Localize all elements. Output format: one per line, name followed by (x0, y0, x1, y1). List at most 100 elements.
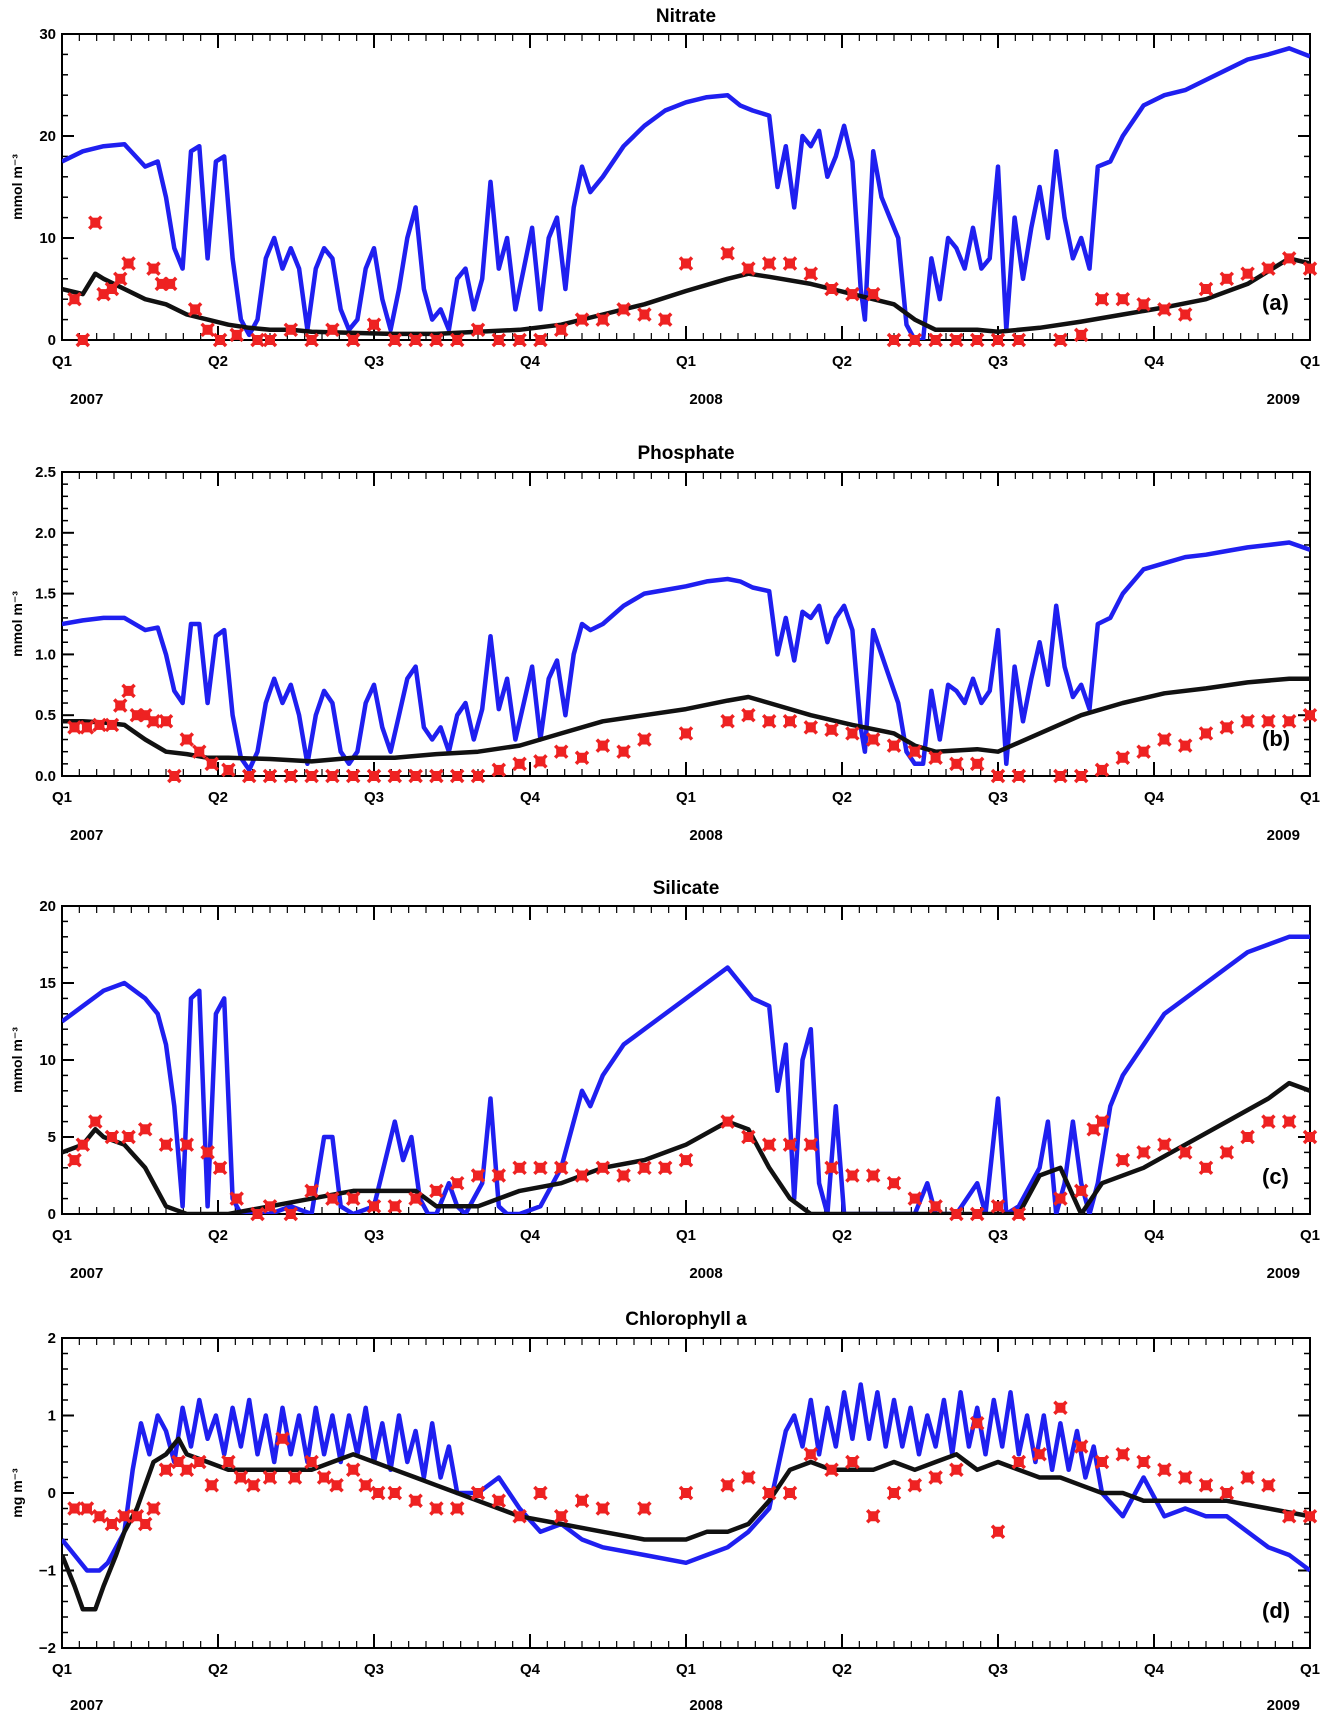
observation-point (449, 1501, 465, 1516)
observation-point (221, 762, 236, 778)
observation-point (574, 1168, 590, 1183)
observation-point (886, 1175, 902, 1191)
y-tick-label: −1 (39, 1563, 56, 1580)
observation-point (637, 307, 652, 322)
observation-point (990, 332, 1006, 348)
observation-point (990, 1524, 1006, 1539)
observation-point (387, 1199, 403, 1214)
y-tick-label: 2 (48, 1330, 56, 1347)
x-tick-label: Q1 (676, 789, 696, 806)
year-label: 2009 (1267, 391, 1300, 408)
x-tick-label: Q3 (364, 353, 384, 370)
y-tick-label: 0 (48, 332, 56, 349)
observation-point (1261, 1114, 1276, 1129)
x-tick-label: Q1 (52, 1227, 72, 1244)
observation-point (387, 1485, 403, 1501)
observation-point (262, 1199, 278, 1214)
year-label: 2008 (689, 1697, 722, 1714)
y-tick-label: 15 (39, 975, 56, 992)
x-tick-label: Q3 (364, 1661, 384, 1678)
observation-point (865, 286, 881, 302)
observation-point (1219, 1485, 1235, 1501)
observation-point (408, 1191, 423, 1206)
observation-point (1261, 1478, 1276, 1493)
x-tick-label: Q2 (208, 1227, 228, 1244)
observation-point (969, 1416, 985, 1431)
observation-point (678, 726, 694, 741)
observation-point (316, 1470, 332, 1485)
observation-point (104, 1129, 120, 1145)
observation-point (200, 322, 215, 338)
observation-point (678, 1152, 694, 1168)
panel-title: Silicate (653, 878, 720, 899)
observation-point (907, 1191, 923, 1206)
observation-point (187, 302, 203, 317)
observation-point (1240, 714, 1255, 729)
year-label: 2007 (70, 1265, 103, 1282)
observation-point (262, 332, 278, 348)
observation-point (907, 744, 923, 759)
observation-point (358, 1478, 373, 1493)
year-label: 2008 (689, 1265, 722, 1282)
observation-point (1073, 768, 1089, 784)
observation-point (283, 1206, 299, 1222)
observation-point (949, 1462, 964, 1477)
observation-point (137, 1122, 153, 1137)
observation-point (928, 1470, 943, 1485)
observation-point (192, 1454, 207, 1470)
observation-point (616, 302, 631, 317)
observation-point (491, 762, 507, 778)
observation-point (1053, 1191, 1068, 1206)
observation-point (1011, 332, 1027, 348)
observation-point (1302, 261, 1318, 276)
x-tick-label: Q2 (208, 789, 228, 806)
observation-point (1115, 291, 1131, 307)
observation-point (824, 722, 839, 738)
observation-point (886, 1485, 902, 1501)
observation-point (470, 1485, 486, 1501)
observation-point (491, 1168, 507, 1183)
observation-point (533, 1160, 548, 1176)
year-label: 2007 (70, 391, 103, 408)
observation-point (1115, 750, 1131, 765)
panel-2: Phosphate 0.0 0.5 1.0 1.5 2.0 2.5 Q1 Q2 Q3 Q4 Q1 Q2 Q… (9, 443, 1320, 844)
observation-point (928, 750, 943, 765)
observation-point (1261, 714, 1276, 729)
observation-point (1240, 1470, 1255, 1485)
x-tick-label: Q3 (364, 1227, 384, 1244)
observation-point (121, 683, 136, 699)
observation-point (512, 1160, 527, 1176)
observation-point (907, 1478, 923, 1493)
observation-point (158, 1137, 174, 1152)
observation-point (158, 714, 174, 729)
observation-point (533, 332, 548, 348)
observation-point (1094, 1454, 1110, 1470)
observation-point (246, 1478, 261, 1493)
observation-point (845, 1168, 860, 1183)
year-label: 2008 (689, 391, 722, 408)
observation-point (1219, 271, 1235, 287)
observation-point (824, 281, 839, 297)
observation-point (990, 768, 1006, 784)
observation-point (1073, 327, 1089, 343)
observation-point (79, 1501, 95, 1516)
observation-point (886, 332, 902, 348)
observation-point (179, 1462, 195, 1477)
observation-point (1032, 1447, 1047, 1462)
observation-point (470, 1168, 486, 1183)
x-tick-label: Q1 (1300, 1227, 1320, 1244)
observation-point (287, 1470, 303, 1485)
series-line-1 (62, 540, 1310, 773)
panel-3: Silicate 0 5 10 15 20 Q1 Q2 Q3 Q4 Q1 Q2 Q3 Q4 Q1 2007 20… (9, 878, 1320, 1282)
observation-point (824, 1462, 839, 1477)
observation-point (329, 1478, 344, 1493)
observation-point (1281, 251, 1297, 266)
observation-point (1198, 726, 1214, 741)
observation-point (1198, 1478, 1214, 1493)
observation-point (325, 322, 340, 338)
observation-point (845, 286, 860, 302)
observation-point (865, 1509, 881, 1524)
observation-point (553, 322, 569, 338)
observation-point (803, 266, 819, 281)
y-tick-label: 0.0 (35, 768, 56, 785)
